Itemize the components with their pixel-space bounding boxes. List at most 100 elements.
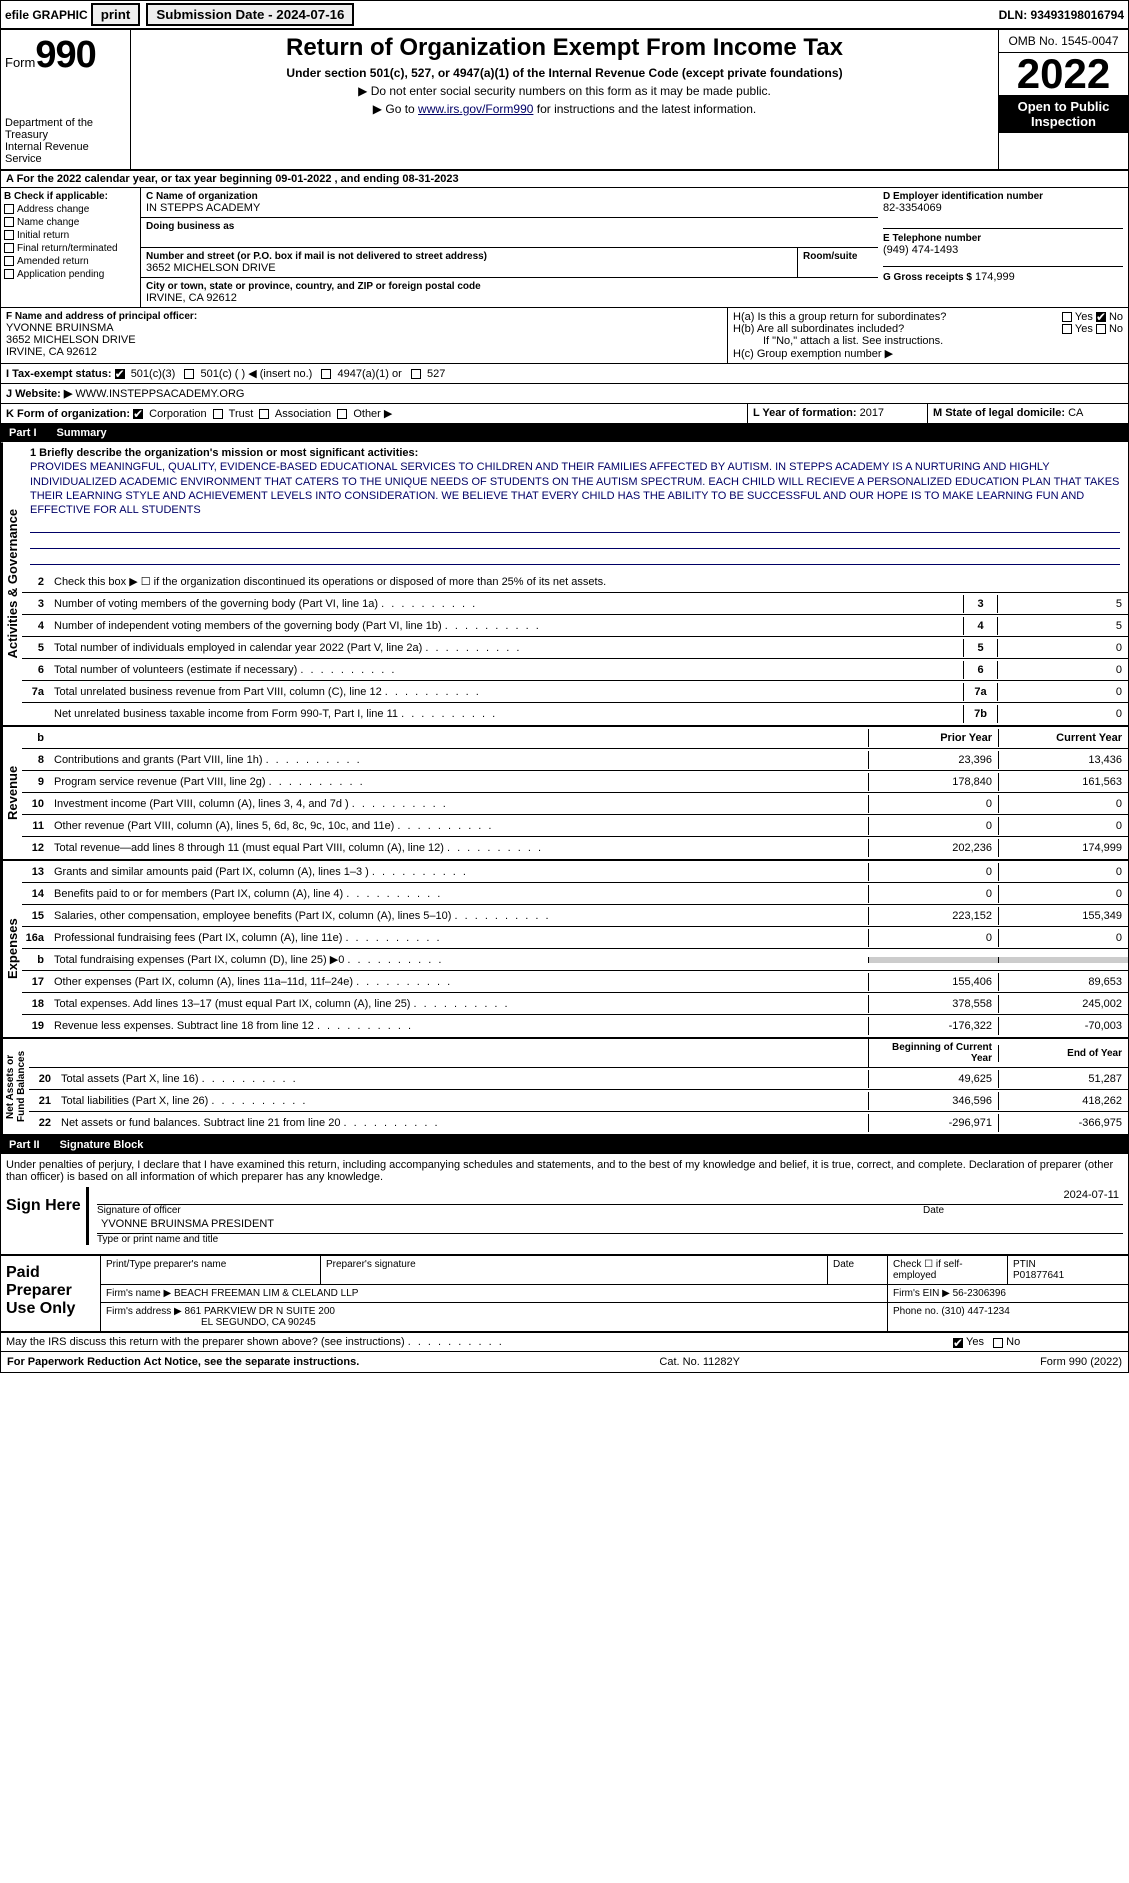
paperwork-notice: For Paperwork Reduction Act Notice, see … (7, 1356, 359, 1368)
line-12: 12Total revenue—add lines 8 through 11 (… (22, 837, 1128, 859)
check-address-change[interactable]: Address change (4, 204, 137, 215)
section-b-label: B Check if applicable: (4, 191, 137, 202)
submission-date-button[interactable]: Submission Date - 2024-07-16 (146, 3, 354, 26)
section-c: C Name of organization IN STEPPS ACADEMY… (141, 188, 878, 307)
line-b: bTotal fundraising expenses (Part IX, co… (22, 949, 1128, 971)
note-1: ▶ Do not enter social security numbers o… (135, 84, 994, 98)
gross-receipts: 174,999 (975, 271, 1015, 283)
year-formation: 2017 (860, 407, 884, 419)
prep-self-emp: Check ☐ if self-employed (888, 1256, 1008, 1284)
ha-no-checkbox[interactable] (1096, 312, 1106, 322)
end-hdr: End of Year (998, 1045, 1128, 1062)
tax-exempt-row: I Tax-exempt status: 501(c)(3) 501(c) ( … (1, 364, 1128, 384)
other-checkbox[interactable] (337, 409, 347, 419)
net-assets-section: Net Assets or Fund Balances Beginning of… (1, 1039, 1128, 1136)
trust-checkbox[interactable] (213, 409, 223, 419)
exp-label: Expenses (1, 861, 22, 1037)
check-application-pending[interactable]: Application pending (4, 269, 137, 280)
gov-line-4: 4Number of independent voting members of… (22, 615, 1128, 637)
hb-yes-checkbox[interactable] (1062, 324, 1072, 334)
line-14: 14Benefits paid to or for members (Part … (22, 883, 1128, 905)
part-ii-header: Part II Signature Block (1, 1136, 1128, 1154)
assoc-checkbox[interactable] (259, 409, 269, 419)
form-ref: Form 990 (2022) (1040, 1356, 1122, 1368)
header: Form990 Department of the Treasury Inter… (1, 30, 1128, 171)
form990-link[interactable]: www.irs.gov/Form990 (418, 102, 533, 116)
501c-checkbox[interactable] (184, 369, 194, 379)
mission-label: 1 Briefly describe the organization's mi… (30, 446, 1120, 460)
section-deg: D Employer identification number 82-3354… (878, 188, 1128, 307)
discuss-yes-checkbox[interactable] (953, 1338, 963, 1348)
ein: 82-3354069 (883, 202, 1123, 214)
phone: (949) 474-1493 (883, 244, 1123, 256)
check-amended-return[interactable]: Amended return (4, 256, 137, 267)
prep-sig-hdr: Preparer's signature (321, 1256, 828, 1284)
form-990-page: efile GRAPHIC print Submission Date - 20… (0, 0, 1129, 1373)
note-2: ▶ Go to www.irs.gov/Form990 for instruct… (135, 102, 994, 116)
firm-phone: (310) 447-1234 (941, 1306, 1009, 1317)
revenue-section: Revenue b Prior Year Current Year 8Contr… (1, 727, 1128, 861)
sign-here-label: Sign Here (6, 1187, 86, 1245)
check-name-change[interactable]: Name change (4, 217, 137, 228)
cat-no: Cat. No. 11282Y (659, 1356, 740, 1368)
gross-label: G Gross receipts $ (883, 272, 972, 283)
corp-checkbox[interactable] (133, 409, 143, 419)
prior-year-hdr: Prior Year (868, 729, 998, 747)
firm-ein-label: Firm's EIN ▶ (893, 1288, 950, 1299)
website-row: J Website: ▶ WWW.INSTEPPSACADEMY.ORG (1, 384, 1128, 404)
ha-yes-checkbox[interactable] (1062, 312, 1072, 322)
check-initial-return[interactable]: Initial return (4, 230, 137, 241)
line-16a: 16aProfessional fundraising fees (Part I… (22, 927, 1128, 949)
4947-checkbox[interactable] (321, 369, 331, 379)
ptin: P01877641 (1013, 1270, 1123, 1281)
line-22: 22Net assets or fund balances. Subtract … (29, 1112, 1128, 1134)
website-label: J Website: ▶ (6, 388, 72, 400)
discuss-text: May the IRS discuss this return with the… (6, 1336, 405, 1348)
discuss-no-checkbox[interactable] (993, 1338, 1003, 1348)
part-i-header: Part I Summary (1, 424, 1128, 442)
i-label: I Tax-exempt status: (6, 368, 112, 380)
k-label: K Form of organization: (6, 408, 130, 420)
top-bar: efile GRAPHIC print Submission Date - 20… (1, 1, 1128, 30)
org-info-row: B Check if applicable: Address change Nam… (1, 188, 1128, 308)
officer-row: F Name and address of principal officer:… (1, 308, 1128, 364)
mission-text: PROVIDES MEANINGFUL, QUALITY, EVIDENCE-B… (30, 460, 1120, 517)
prep-label: Paid Preparer Use Only (1, 1256, 101, 1331)
department-label: Department of the Treasury Internal Reve… (5, 117, 126, 165)
form-number: 990 (35, 34, 95, 76)
section-b: B Check if applicable: Address change Nam… (1, 188, 141, 307)
open-public-label: Open to Public Inspection (999, 95, 1128, 133)
print-button[interactable]: print (91, 3, 141, 26)
preparer-section: Paid Preparer Use Only Print/Type prepar… (1, 1254, 1128, 1333)
check-final-return-terminated[interactable]: Final return/terminated (4, 243, 137, 254)
line-15: 15Salaries, other compensation, employee… (22, 905, 1128, 927)
mission-block: 1 Briefly describe the organization's mi… (22, 442, 1128, 571)
gov-line-2: 2Check this box ▶ ☐ if the organization … (22, 571, 1128, 593)
line-18: 18Total expenses. Add lines 13–17 (must … (22, 993, 1128, 1015)
l-label: L Year of formation: (753, 407, 857, 419)
m-label: M State of legal domicile: (933, 407, 1065, 419)
firm-phone-label: Phone no. (893, 1306, 939, 1317)
gov-line-7a: 7aTotal unrelated business revenue from … (22, 681, 1128, 703)
hb-no-checkbox[interactable] (1096, 324, 1106, 334)
website: WWW.INSTEPPSACADEMY.ORG (75, 388, 244, 400)
line-9: 9Program service revenue (Part VIII, lin… (22, 771, 1128, 793)
form-org-row: K Form of organization: Corporation Trus… (1, 404, 1128, 424)
501c3-checkbox[interactable] (115, 369, 125, 379)
sig-officer-caption: Signature of officer (97, 1205, 923, 1216)
line-17: 17Other expenses (Part IX, column (A), l… (22, 971, 1128, 993)
firm-addr2: EL SEGUNDO, CA 90245 (201, 1317, 316, 1328)
line-13: 13Grants and similar amounts paid (Part … (22, 861, 1128, 883)
date-caption: Date (923, 1205, 1123, 1216)
part-ii-label: Part II (9, 1139, 40, 1151)
dba-label: Doing business as (146, 221, 873, 232)
part-i-label: Part I (9, 427, 37, 439)
gov-label: Activities & Governance (1, 442, 22, 725)
firm-name: BEACH FREEMAN LIM & CLELAND LLP (174, 1288, 359, 1299)
dln-label: DLN: 93493198016794 (999, 8, 1124, 22)
phone-label: E Telephone number (883, 233, 1123, 244)
officer-print-name: YVONNE BRUINSMA PRESIDENT (101, 1218, 274, 1231)
domicile: CA (1068, 407, 1083, 419)
city: IRVINE, CA 92612 (146, 292, 873, 304)
527-checkbox[interactable] (411, 369, 421, 379)
